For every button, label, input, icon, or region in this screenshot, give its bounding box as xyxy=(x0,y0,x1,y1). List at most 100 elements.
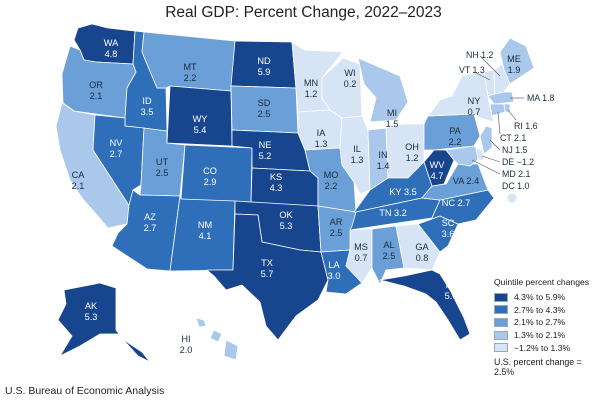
svg-text:WA4.8: WA 4.8 xyxy=(104,38,119,59)
state-AK[interactable] xyxy=(57,282,151,363)
state-HI[interactable] xyxy=(195,317,207,328)
state-MI[interactable] xyxy=(357,57,409,123)
label-AR-abbr: AR xyxy=(330,217,343,227)
svg-text:MI1.5: MI 1.5 xyxy=(386,108,399,129)
legend-label: 1.3% to 2.1% xyxy=(514,330,566,341)
label-CT: CT 2.1 xyxy=(500,133,526,143)
legend-label: 2.1% to 2.7% xyxy=(514,317,566,328)
label-NE-value: 5.2 xyxy=(259,151,272,161)
svg-text:ME1.9: ME 1.9 xyxy=(507,54,521,75)
state-CT[interactable] xyxy=(489,103,506,117)
state-GA[interactable] xyxy=(395,223,441,271)
label-DE: DE −1.2 xyxy=(502,157,534,167)
map-title: Real GDP: Percent Change, 2022–2023 xyxy=(165,4,442,21)
label-IL-value: 1.3 xyxy=(351,155,364,165)
state-KS[interactable] xyxy=(250,167,319,207)
label-WA-abbr: WA xyxy=(104,38,119,48)
label-MI-value: 1.5 xyxy=(386,119,399,129)
svg-text:ID3.5: ID 3.5 xyxy=(141,96,154,117)
leader-DE xyxy=(481,155,501,163)
label-KS-abbr: KS xyxy=(270,172,282,182)
svg-text:AR2.5: AR 2.5 xyxy=(330,217,343,238)
legend-title: Quintile percent changes xyxy=(494,277,590,287)
svg-text:SD2.5: SD 2.5 xyxy=(258,98,271,119)
label-WI-abbr: WI xyxy=(344,68,355,78)
label-MT-value: 2.2 xyxy=(184,73,197,83)
label-MA: MA 1.8 xyxy=(527,93,555,103)
label-UT-abbr: UT xyxy=(156,157,169,167)
svg-text:ND5.9: ND 5.9 xyxy=(257,56,271,77)
label-TX-value: 5.7 xyxy=(261,269,274,279)
leader-RI xyxy=(507,109,517,121)
label-NH-value: 1.2 xyxy=(481,50,493,60)
svg-text:OK5.3: OK 5.3 xyxy=(279,210,293,231)
legend-swatch xyxy=(494,305,508,315)
state-NJ[interactable] xyxy=(479,125,493,155)
label-NC-value: 2.7 xyxy=(458,198,471,208)
leader-CT xyxy=(497,111,501,135)
label-PA-abbr: PA xyxy=(449,126,461,136)
legend-label: 2.7% to 4.3% xyxy=(514,304,566,315)
state-NY[interactable] xyxy=(427,71,495,123)
label-VT: VT 1.3 xyxy=(459,65,485,75)
label-CT-value: 2.1 xyxy=(514,133,526,143)
label-HI-abbr: HI xyxy=(181,334,190,344)
label-MT-abbr: MT xyxy=(183,62,197,72)
legend: Quintile percent changes 4.3% to 5.9% 2.… xyxy=(494,277,604,377)
state-HI-3[interactable] xyxy=(223,339,239,361)
label-GA-value: 0.8 xyxy=(416,253,429,263)
label-AK-abbr: AK xyxy=(85,301,98,311)
svg-text:KS4.3: KS 4.3 xyxy=(270,172,283,193)
state-TX[interactable] xyxy=(206,213,329,341)
label-ID-abbr: ID xyxy=(142,96,152,106)
label-AK-value: 5.3 xyxy=(85,312,98,322)
label-MN-abbr: MN xyxy=(304,78,318,88)
svg-text:WY5.4: WY 5.4 xyxy=(193,114,208,135)
label-OK-value: 5.3 xyxy=(280,221,293,231)
label-MA-value: 1.8 xyxy=(542,93,554,103)
label-NJ-value: 1.5 xyxy=(515,145,527,155)
label-DE-value: −1.2 xyxy=(517,157,534,167)
label-AL-value: 2.5 xyxy=(383,251,396,261)
label-CO-abbr: CO xyxy=(203,166,217,176)
state-IL[interactable] xyxy=(339,115,371,195)
svg-text:LA3.0: LA 3.0 xyxy=(328,260,341,281)
label-MI-abbr: MI xyxy=(387,108,397,118)
state-UT[interactable] xyxy=(139,127,186,197)
label-CO-value: 2.9 xyxy=(204,177,217,187)
label-ND-abbr: ND xyxy=(257,56,271,66)
svg-text:IL1.3: IL 1.3 xyxy=(351,144,364,165)
svg-text:UT2.5: UT 2.5 xyxy=(156,157,169,178)
label-NY-abbr: NY xyxy=(468,96,481,106)
svg-text:CO2.9: CO 2.9 xyxy=(203,166,217,187)
legend-item: 2.1% to 2.7% xyxy=(494,316,604,329)
svg-text:IA1.3: IA 1.3 xyxy=(315,128,328,149)
label-HI-value: 2.0 xyxy=(180,345,193,355)
legend-swatch xyxy=(494,292,508,302)
label-MN-value: 1.2 xyxy=(305,89,318,99)
label-SD-value: 2.5 xyxy=(258,109,271,119)
svg-text:OR2.1: OR 2.1 xyxy=(89,80,103,101)
label-CA-abbr: CA xyxy=(72,170,86,180)
label-WV-abbr: WV xyxy=(430,160,446,170)
label-OH-abbr: OH xyxy=(405,142,419,152)
state-HI-2[interactable] xyxy=(209,329,223,343)
label-FL-abbr: FL xyxy=(446,280,457,290)
label-NH: NH 1.2 xyxy=(466,50,494,60)
label-FL-value: 5.0 xyxy=(445,291,458,301)
label-OR-abbr: OR xyxy=(89,80,103,90)
state-DC[interactable] xyxy=(506,192,518,204)
state-FL[interactable] xyxy=(379,269,471,341)
svg-text:NE5.2: NE 5.2 xyxy=(259,140,272,161)
label-NE-abbr: NE xyxy=(259,140,272,150)
label-GA-abbr: GA xyxy=(415,242,429,252)
legend-swatch xyxy=(494,330,508,340)
svg-text:GA0.8: GA 0.8 xyxy=(415,242,429,263)
svg-text:MT2.2: MT 2.2 xyxy=(183,62,197,83)
label-OK-abbr: OK xyxy=(279,210,293,220)
svg-text:AL2.5: AL 2.5 xyxy=(383,240,396,261)
label-AR-value: 2.5 xyxy=(330,228,343,238)
svg-text:MO2.2: MO 2.2 xyxy=(324,170,339,191)
state-MD[interactable] xyxy=(445,145,479,167)
